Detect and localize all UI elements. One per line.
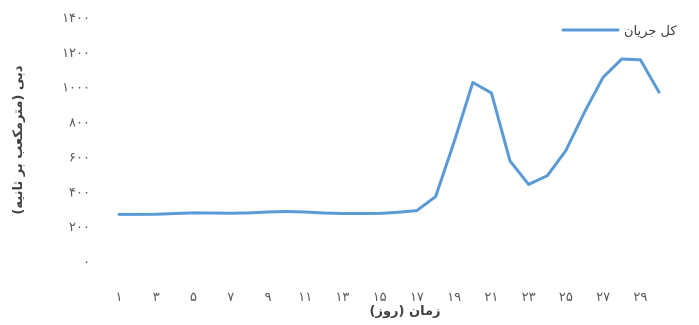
x-tick-label: ۹: [264, 290, 271, 305]
x-tick-label: ۱: [116, 290, 123, 305]
x-tick-label: ۱۷: [410, 290, 424, 305]
x-tick-label: ۲۳: [522, 290, 536, 305]
y-tick-label: ۰: [83, 255, 90, 270]
x-tick-label: ۱۹: [447, 290, 461, 305]
y-tick-label: ۴۰۰: [69, 185, 90, 200]
x-tick-label: ۷: [227, 290, 234, 305]
y-axis-title: دبی (مترمکعب بر ثانیه): [11, 65, 26, 214]
y-tick-label: ۲۰۰: [69, 220, 90, 235]
x-tick-label: ۲۱: [484, 290, 498, 305]
legend: کل جریان: [561, 24, 677, 39]
y-tick-label: ۱۰۰۰: [62, 81, 90, 96]
y-tick-label: ۶۰۰: [69, 150, 90, 165]
legend-label: کل جریان: [624, 24, 677, 39]
x-axis-ticks: ۱ ۳ ۵ ۷ ۹ ۱۱ ۱۳ ۱۵ ۱۷ ۱۹ ۲۱ ۲۳ ۲۵ ۲۷ ۲۹: [116, 290, 648, 305]
series-layer: [117, 57, 661, 216]
x-tick-label: ۲۷: [596, 290, 610, 305]
x-axis-title: زمان (روز): [370, 304, 441, 319]
y-tick-label: ۱۲۰۰: [62, 46, 90, 61]
y-tick-label: ۱۴۰۰: [62, 11, 90, 26]
y-tick-label: ۸۰۰: [69, 116, 90, 131]
x-tick-label: ۱۳: [335, 290, 349, 305]
x-tick-label: ۵: [190, 290, 197, 305]
x-tick-label: ۱۱: [298, 290, 312, 305]
x-tick-label: ۳: [153, 290, 160, 305]
x-tick-label: ۲۹: [633, 290, 647, 305]
x-tick-label: ۱۵: [373, 290, 387, 305]
y-axis-ticks: ۰ ۲۰۰ ۴۰۰ ۶۰۰ ۸۰۰ ۱۰۰۰ ۱۲۰۰ ۱۴۰۰: [62, 11, 90, 270]
series-line: [117, 57, 661, 216]
x-tick-label: ۲۵: [559, 290, 573, 305]
